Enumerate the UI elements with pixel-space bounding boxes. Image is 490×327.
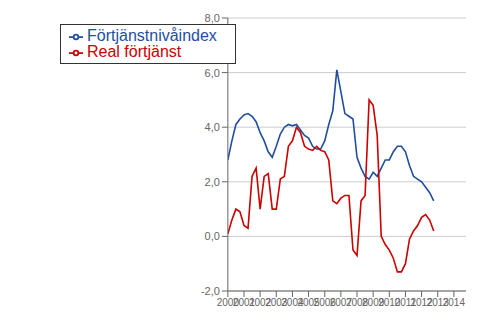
svg-text:2000: 2000 bbox=[216, 297, 239, 309]
svg-text:2001: 2001 bbox=[232, 297, 256, 309]
svg-text:2007: 2007 bbox=[329, 297, 352, 309]
svg-text:2,0: 2,0 bbox=[205, 176, 220, 188]
svg-text:2008: 2008 bbox=[345, 297, 369, 309]
svg-text:-2,0: -2,0 bbox=[201, 285, 220, 297]
svg-text:2003: 2003 bbox=[265, 297, 288, 309]
svg-text:2009: 2009 bbox=[362, 297, 385, 309]
svg-text:2005: 2005 bbox=[297, 297, 320, 309]
svg-text:2013: 2013 bbox=[426, 297, 449, 309]
svg-text:2014: 2014 bbox=[443, 297, 466, 308]
svg-text:2010: 2010 bbox=[378, 297, 401, 309]
svg-text:6,0: 6,0 bbox=[205, 67, 220, 79]
svg-text:2012: 2012 bbox=[410, 297, 433, 309]
svg-text:2002: 2002 bbox=[249, 297, 272, 309]
svg-text:2011: 2011 bbox=[394, 297, 417, 309]
svg-text:2006: 2006 bbox=[313, 297, 336, 309]
svg-text:0,0: 0,0 bbox=[205, 230, 220, 242]
svg-text:8,0: 8,0 bbox=[205, 12, 220, 24]
html-text:Real förtjänst: Real förtjänst bbox=[87, 43, 182, 60]
svg-text:2004: 2004 bbox=[281, 297, 304, 309]
html-text:Förtjänstnivåindex: Förtjänstnivåindex bbox=[87, 27, 217, 44]
svg-text:4,0: 4,0 bbox=[205, 121, 220, 133]
